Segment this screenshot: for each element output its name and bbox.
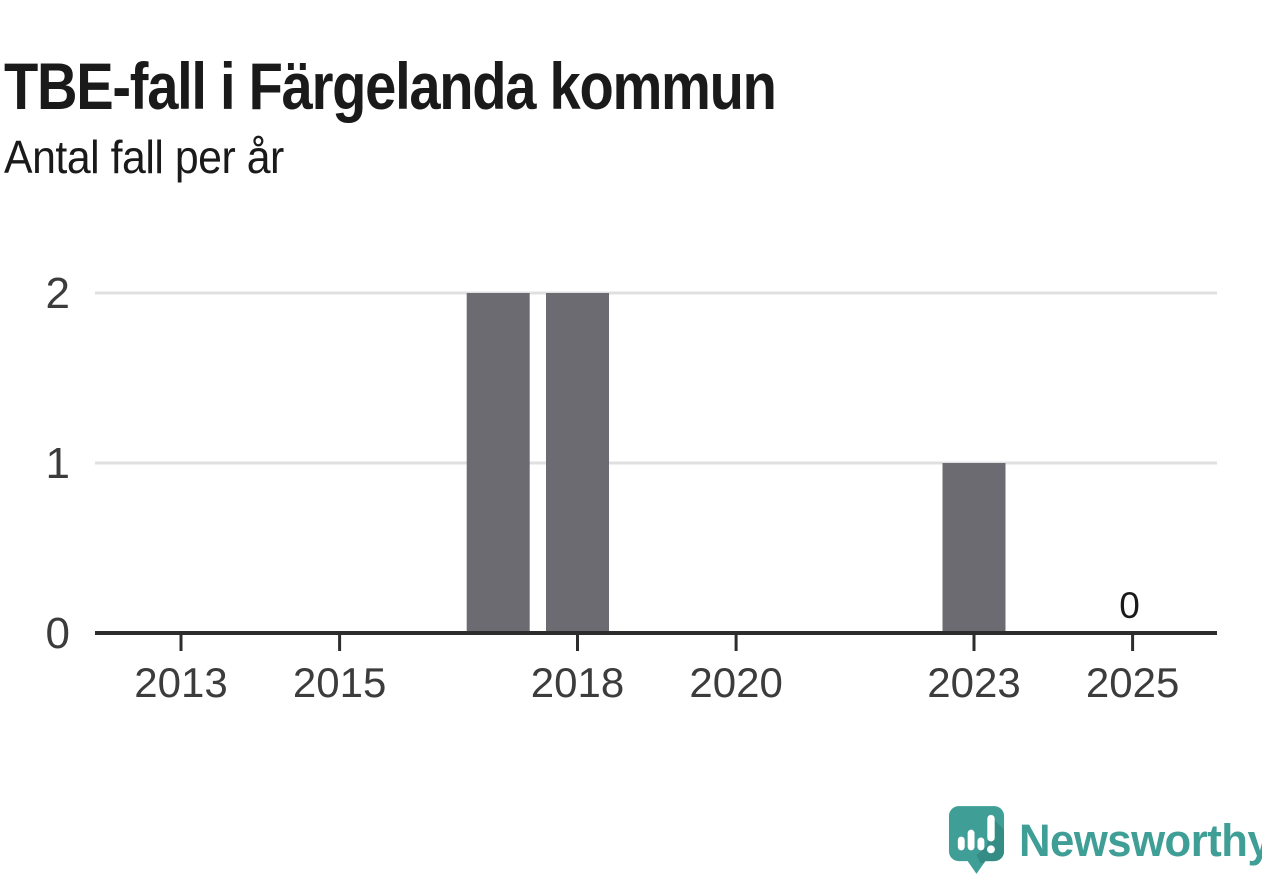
x-tick-label-2020: 2020 <box>689 659 782 706</box>
x-tick-label-2023: 2023 <box>927 659 1020 706</box>
logo-exclamation-bar <box>987 814 995 842</box>
brand-name: Newsworthy <box>1019 814 1262 866</box>
y-tick-label-0: 0 <box>46 609 70 658</box>
y-tick-label-1: 1 <box>46 439 70 488</box>
logo-exclamation-dot <box>987 845 995 854</box>
bar-2017 <box>466 293 530 633</box>
x-tick-label-2018: 2018 <box>531 659 624 706</box>
newsworthy-logo-icon <box>948 806 1005 874</box>
x-tick-label-2013: 2013 <box>134 659 227 706</box>
x-tick-label-2015: 2015 <box>293 659 386 706</box>
chart-subtitle: Antal fall per år <box>4 131 284 183</box>
logo-bar-1 <box>957 836 965 851</box>
logo-bar-3 <box>977 837 985 851</box>
logo-bar-2 <box>967 829 975 851</box>
bar-2018 <box>546 293 609 633</box>
bar-2023 <box>942 463 1006 633</box>
brand-logo: Newsworthy <box>947 804 1262 877</box>
bar-chart-canvas: 2013 2015 2018 2020 2023 2025 0 1 2 0 <box>46 269 1217 706</box>
chart-title: TBE-fall i Färgelanda kommun <box>4 49 777 124</box>
x-tick-label-2025: 2025 <box>1086 659 1179 706</box>
value-label-2025: 0 <box>1119 585 1140 626</box>
y-tick-label-2: 2 <box>46 269 70 318</box>
